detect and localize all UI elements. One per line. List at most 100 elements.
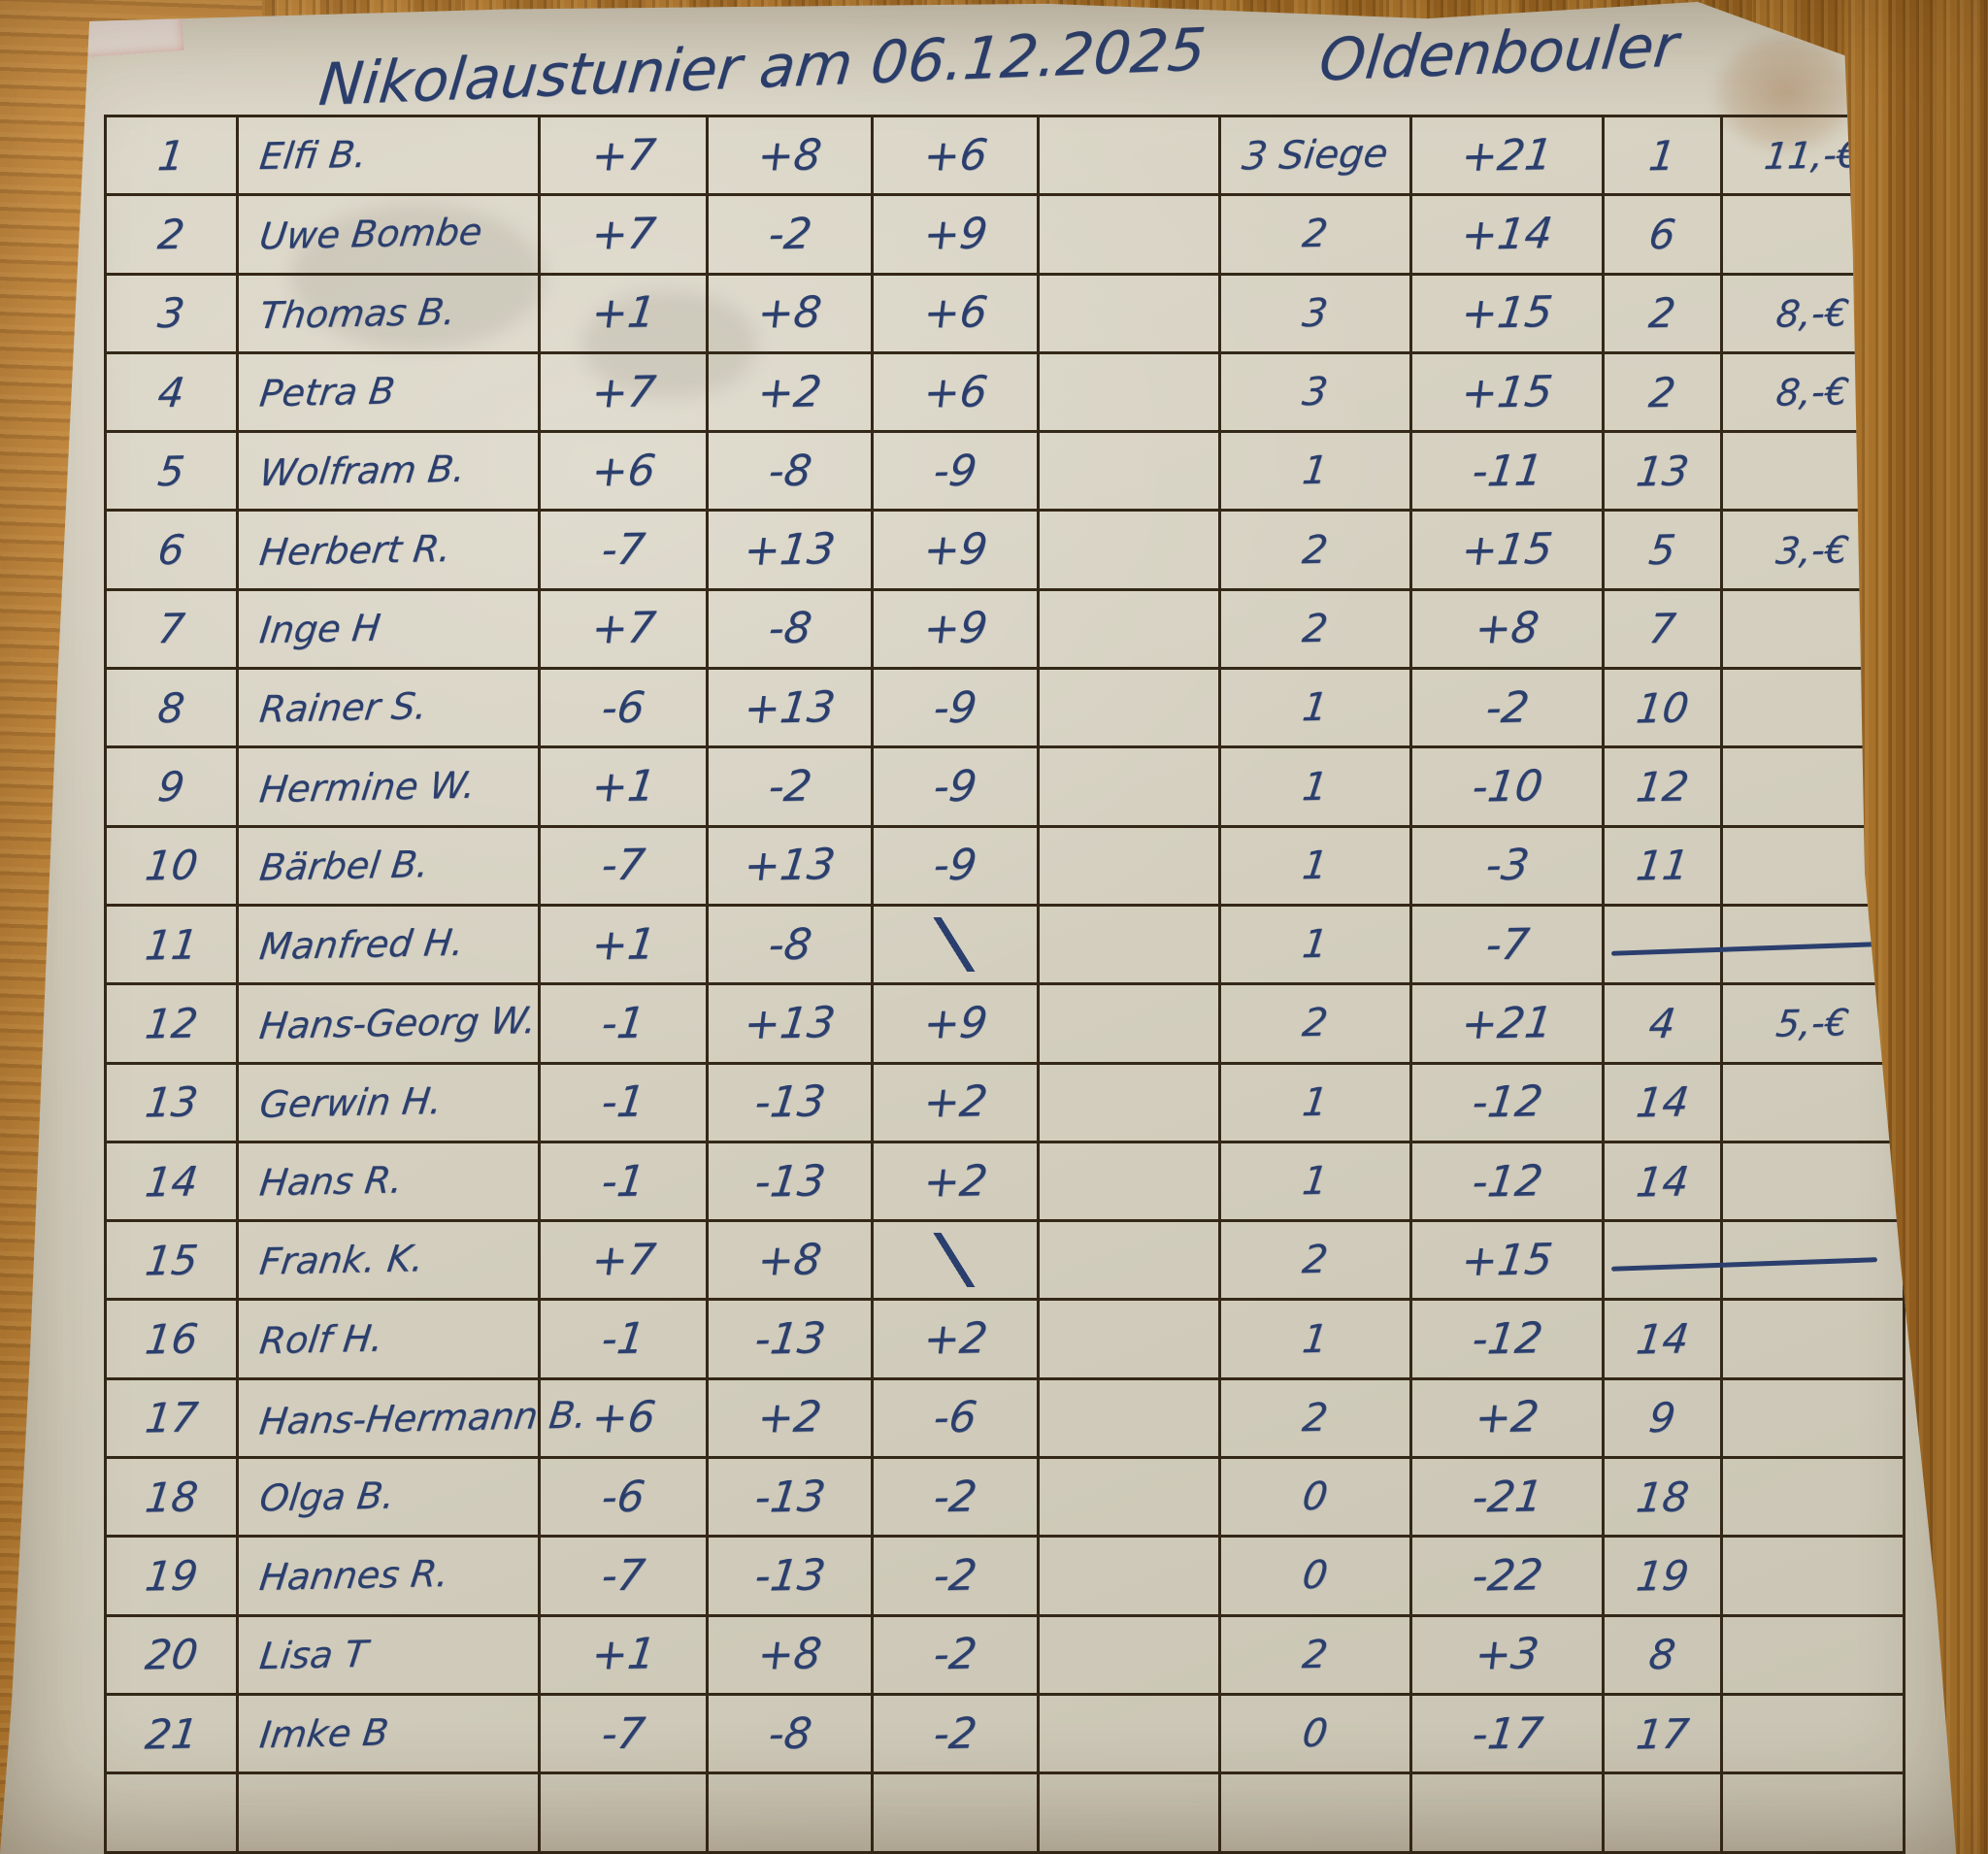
cell-number: 3 xyxy=(107,275,239,354)
cell-game1-score: +7 xyxy=(541,117,709,197)
cell-number-text: 19 xyxy=(142,1551,201,1601)
cell-total-points-text: +21 xyxy=(1458,997,1556,1049)
cell-player-name-text: Olga B. xyxy=(257,1473,397,1520)
cell-wins-text: 1 xyxy=(1300,921,1331,968)
cell-game2-score: -8 xyxy=(709,1695,874,1775)
cell-total-points: -7 xyxy=(1412,906,1605,986)
cell-place-text: 17 xyxy=(1633,1709,1692,1759)
cell-total-points-text: -12 xyxy=(1469,1076,1545,1128)
cell-player-name-text: Hans-Georg W. xyxy=(256,999,539,1048)
cell-wins: 0 xyxy=(1221,1459,1412,1539)
cell-player-name: Elfi B. xyxy=(239,117,541,197)
cell-game3-score: +9 xyxy=(874,985,1040,1065)
cell-wins: 2 xyxy=(1221,590,1412,671)
cell-game1-score-text: -7 xyxy=(598,524,648,576)
cell-place-text: 5 xyxy=(1646,525,1678,575)
cell-game1-score-text: +7 xyxy=(588,603,658,655)
cell-number-text: 6 xyxy=(155,525,187,575)
cell-player-name: Rainer S. xyxy=(239,670,541,749)
cell-game2-score: -13 xyxy=(709,1459,874,1539)
cell-total-points: -12 xyxy=(1412,1142,1605,1223)
cell-game1-score: +6 xyxy=(541,433,709,513)
cell-number: 15 xyxy=(107,1222,239,1302)
cell-prize-text: 11,-€ xyxy=(1762,133,1864,179)
cell-total-points-text: -10 xyxy=(1469,761,1545,812)
cell-game3-score: -9 xyxy=(874,748,1040,828)
cell-total-points-text: -12 xyxy=(1469,1313,1545,1365)
cell-wins: 2 xyxy=(1221,196,1412,276)
cell-prize-text: 5,-€ xyxy=(1773,1001,1852,1046)
cell-number: 12 xyxy=(107,985,239,1065)
cell-player-name: Rolf H. xyxy=(239,1301,541,1380)
cell-total-points-text: +8 xyxy=(1472,603,1542,655)
cell-game3-score-text: -2 xyxy=(930,1629,980,1680)
cell-total-points: +3 xyxy=(1412,1616,1605,1696)
cell-wins: 3 xyxy=(1221,353,1412,434)
cell-game3-score: +9 xyxy=(874,196,1040,276)
cell-empty xyxy=(1040,275,1221,354)
cell-player-name-text: Hans R. xyxy=(257,1158,406,1205)
cell-place: 2 xyxy=(1605,275,1723,354)
cell-wins-text: 1 xyxy=(1300,1158,1331,1205)
cell-total-points-text: -2 xyxy=(1482,682,1532,734)
cell-total-points-text: -17 xyxy=(1469,1707,1545,1760)
cell-player-name-text: Hans-Hermann B. xyxy=(256,1393,589,1443)
cell-total-points: +14 xyxy=(1412,196,1605,276)
cell-total-points-text: -11 xyxy=(1469,446,1545,497)
cell-player-name: Bärbel B. xyxy=(239,827,541,907)
cell-game2-score-text: +8 xyxy=(754,1629,825,1680)
cell-place xyxy=(1605,1774,1723,1854)
cell-number: 17 xyxy=(107,1379,239,1460)
cell-game3-score-text: +9 xyxy=(920,603,990,655)
cell-player-name: Hans-Georg W. xyxy=(239,985,541,1065)
cell-game2-score-text: +8 xyxy=(754,129,825,182)
cell-empty xyxy=(1040,1142,1221,1223)
cell-game3-score: -2 xyxy=(874,1459,1040,1539)
cell-player-name: Imke B xyxy=(239,1695,541,1775)
cell-player-name-text: Hannes R. xyxy=(257,1552,451,1600)
cell-game3-score-text: -9 xyxy=(930,682,980,734)
cell-game3-score-text: +6 xyxy=(920,287,990,339)
cell-number: 18 xyxy=(107,1459,239,1539)
cell-total-points: +8 xyxy=(1412,590,1605,671)
cell-total-points-text: +14 xyxy=(1458,208,1556,260)
cell-game2-score: +8 xyxy=(709,117,874,197)
cell-game3-score: +2 xyxy=(874,1064,1040,1143)
cell-total-points: -2 xyxy=(1412,670,1605,749)
cell-game2-score-text: -8 xyxy=(765,446,814,497)
cell-game3-score-text: +9 xyxy=(920,524,990,576)
cell-place-text: 19 xyxy=(1633,1551,1692,1601)
cell-game3-score: +6 xyxy=(874,117,1040,197)
cell-player-name: Frank. K. xyxy=(239,1222,541,1302)
cell-game3-score xyxy=(874,906,1040,986)
cell-game2-score: +8 xyxy=(709,1222,874,1302)
cell-number: 9 xyxy=(107,748,239,828)
cell-game3-score-text: +9 xyxy=(920,209,990,260)
cell-place-text: 7 xyxy=(1646,605,1678,653)
cell-game3-score: -2 xyxy=(874,1538,1040,1617)
cell-game1-score-text: +7 xyxy=(588,129,658,182)
cell-game2-score-text: -13 xyxy=(751,1550,828,1602)
cell-number: 4 xyxy=(107,353,239,434)
cell-game2-score: +2 xyxy=(709,353,874,434)
cell-prize xyxy=(1723,1142,1905,1223)
cell-wins: 2 xyxy=(1221,1379,1412,1460)
cell-game2-score-text: -8 xyxy=(765,603,814,654)
cell-total-points-text: -3 xyxy=(1482,840,1532,891)
cell-game1-score: +6 xyxy=(541,1379,709,1460)
cell-wins-text: 3 Siege xyxy=(1240,131,1391,180)
cell-empty xyxy=(1040,985,1221,1065)
cell-game1-score: +7 xyxy=(541,1222,709,1302)
cell-total-points: +15 xyxy=(1412,1222,1605,1302)
cell-place-text: 14 xyxy=(1633,1077,1692,1127)
cell-game1-score-text: -7 xyxy=(598,840,648,891)
cell-game3-score-text: -9 xyxy=(930,446,980,497)
cell-empty xyxy=(1040,196,1221,276)
cell-game1-score: +1 xyxy=(541,275,709,354)
cell-wins: 2 xyxy=(1221,985,1412,1065)
cell-wins-text: 3 xyxy=(1300,290,1331,336)
cell-empty xyxy=(1040,748,1221,828)
cell-place-text: 11 xyxy=(1633,841,1692,890)
cell-prize xyxy=(1723,1695,1905,1775)
cell-place-text: 14 xyxy=(1633,1156,1692,1207)
